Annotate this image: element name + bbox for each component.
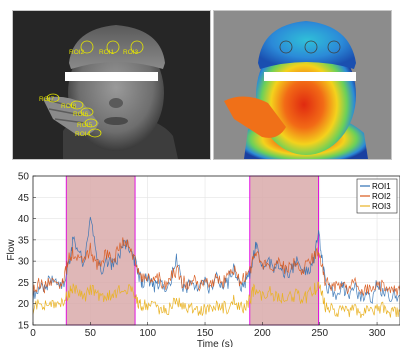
grayscale-face-illustration: ROI2 ROI1 ROI3 ROI7 ROI8 ROI6 ROI5 ROI4 xyxy=(13,11,210,159)
perfusion-heatmap-image xyxy=(213,10,392,160)
roi-circle-roi7 xyxy=(46,93,60,103)
roi-label-roi8: ROI8 xyxy=(61,103,77,110)
roi-labels: ROI2 ROI1 ROI3 ROI7 ROI8 ROI6 ROI5 ROI4 xyxy=(39,49,139,138)
stimulus-region-2 xyxy=(249,175,320,326)
axis-ticks: 15 20 25 30 35 40 45 50 0 50 100 150 200 250 300 xyxy=(18,172,386,340)
y-tick-label-35: 35 xyxy=(18,235,30,246)
x-tick-label-250: 250 xyxy=(311,328,328,339)
roi-label-roi3: ROI3 xyxy=(123,49,139,56)
roi-label-roi1: ROI1 xyxy=(99,49,115,56)
hand-shape xyxy=(43,96,99,136)
plot-frame xyxy=(32,175,400,326)
series-line-roi1 xyxy=(32,216,400,305)
heatmap-hand xyxy=(224,96,286,138)
nose-shape xyxy=(109,98,123,108)
heatmap-illustration xyxy=(214,11,391,159)
grayscale-face-image: ROI2 ROI1 ROI3 ROI7 ROI8 ROI6 ROI5 ROI4 xyxy=(12,10,211,160)
mouth-shape xyxy=(104,117,128,125)
flow-timeseries-chart: 15 20 25 30 35 40 45 50 0 50 100 150 200 250 300 Time … xyxy=(6,172,400,347)
series-lines xyxy=(32,216,400,319)
legend-label-roi2: ROI2 xyxy=(372,192,391,201)
roi-circle-roi3 xyxy=(130,40,144,54)
heatmap-roi-circle-2 xyxy=(304,40,318,54)
y-tick-label-15: 15 xyxy=(18,321,30,332)
roi-circle-roi6 xyxy=(80,107,94,117)
roi-label-roi5: ROI5 xyxy=(77,122,93,129)
roi-label-roi6: ROI6 xyxy=(73,111,89,118)
legend-label-roi3: ROI3 xyxy=(372,202,391,211)
legend-label-roi1: ROI1 xyxy=(372,182,391,191)
roi-markers xyxy=(46,40,144,138)
x-tick-label-300: 300 xyxy=(369,328,386,339)
heatmap-redaction-bar xyxy=(264,72,356,81)
heatmap-roi-markers xyxy=(279,40,341,54)
y-tick-label-30: 30 xyxy=(18,257,30,268)
cap-shape xyxy=(69,25,165,69)
stimulus-region-1 xyxy=(65,175,136,326)
roi-circle-roi5 xyxy=(84,118,98,128)
series-line-roi2 xyxy=(32,237,400,297)
heatmap-roi-circle-1 xyxy=(279,40,293,54)
roi-label-roi2: ROI2 xyxy=(69,49,85,56)
roi-circle-roi2 xyxy=(80,40,94,54)
series-line-roi3 xyxy=(32,281,400,319)
eye-redaction-bar xyxy=(65,72,158,81)
x-tick-label-100: 100 xyxy=(139,328,156,339)
y-tick-label-50: 50 xyxy=(18,172,30,183)
y-tick-label-40: 40 xyxy=(18,214,30,225)
y-tick-label-45: 45 xyxy=(18,193,30,204)
y-tick-label-25: 25 xyxy=(18,278,30,289)
heatmap-cap xyxy=(258,21,356,69)
x-tick-label-50: 50 xyxy=(85,328,97,339)
x-tick-label-0: 0 xyxy=(30,328,36,339)
roi-circle-roi8 xyxy=(70,100,84,110)
x-axis-label: Time (s) xyxy=(197,339,233,347)
y-axis-label: Flow xyxy=(6,239,17,261)
heatmap-roi-circle-3 xyxy=(327,40,341,54)
x-tick-label-200: 200 xyxy=(254,328,271,339)
roi-circle-roi4 xyxy=(88,128,102,138)
y-tick-label-20: 20 xyxy=(18,299,30,310)
roi-circle-roi1 xyxy=(106,40,120,54)
x-tick-label-150: 150 xyxy=(197,328,214,339)
roi-label-roi7: ROI7 xyxy=(39,96,55,103)
roi-label-roi4: ROI4 xyxy=(75,131,91,138)
